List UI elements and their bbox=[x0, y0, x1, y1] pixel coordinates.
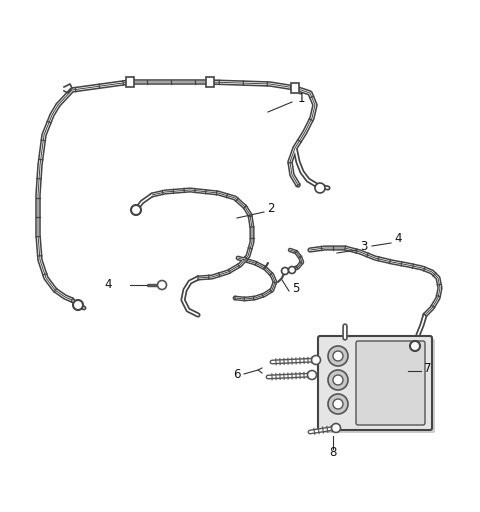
Text: 2: 2 bbox=[267, 203, 275, 216]
Text: 6: 6 bbox=[233, 368, 241, 380]
FancyBboxPatch shape bbox=[318, 336, 432, 430]
Circle shape bbox=[308, 371, 316, 379]
FancyBboxPatch shape bbox=[321, 339, 435, 433]
Text: 4: 4 bbox=[105, 278, 112, 290]
Bar bbox=[206, 77, 214, 87]
Circle shape bbox=[315, 183, 325, 193]
Text: 7: 7 bbox=[424, 362, 432, 375]
Bar bbox=[126, 77, 134, 87]
Circle shape bbox=[281, 267, 288, 274]
Circle shape bbox=[131, 205, 141, 215]
Circle shape bbox=[73, 300, 83, 310]
Text: 4: 4 bbox=[394, 232, 401, 245]
Circle shape bbox=[157, 281, 167, 289]
Circle shape bbox=[328, 394, 348, 414]
Text: 1: 1 bbox=[298, 93, 305, 105]
FancyBboxPatch shape bbox=[356, 341, 425, 425]
Circle shape bbox=[332, 423, 340, 433]
Circle shape bbox=[288, 267, 296, 273]
Bar bbox=[291, 83, 299, 93]
Text: 3: 3 bbox=[360, 240, 367, 252]
Circle shape bbox=[333, 399, 343, 409]
Text: 5: 5 bbox=[292, 283, 300, 295]
Circle shape bbox=[333, 375, 343, 385]
Circle shape bbox=[410, 341, 420, 351]
Circle shape bbox=[328, 346, 348, 366]
Circle shape bbox=[312, 355, 321, 365]
Text: 8: 8 bbox=[329, 445, 336, 459]
Circle shape bbox=[328, 370, 348, 390]
Circle shape bbox=[333, 351, 343, 361]
